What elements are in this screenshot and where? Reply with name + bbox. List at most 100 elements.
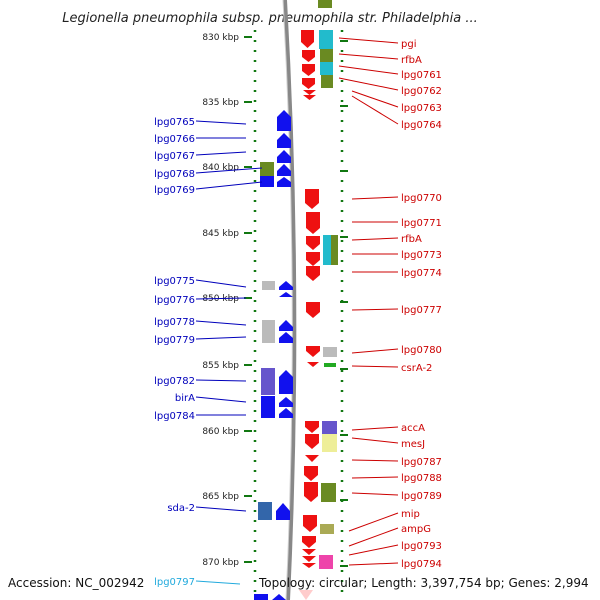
gene-block[interactable]	[320, 49, 333, 62]
gene-block[interactable]	[262, 281, 275, 290]
gene-block[interactable]	[322, 421, 337, 434]
gene-label-lpg0761[interactable]: lpg0761	[401, 70, 442, 81]
gene-label-ampG[interactable]: ampG	[401, 524, 431, 535]
gene-arrow[interactable]	[305, 189, 319, 209]
gene-label-sda-2[interactable]: sda-2	[167, 503, 195, 514]
gene-label-lpg0770[interactable]: lpg0770	[401, 193, 442, 204]
gene-arrow[interactable]	[305, 421, 319, 433]
gene-arrow[interactable]	[279, 292, 293, 297]
gene-block[interactable]	[321, 483, 336, 502]
gene-label-lpg0764[interactable]: lpg0764	[401, 120, 442, 131]
gene-label-lpg0778[interactable]: lpg0778	[154, 317, 195, 328]
gene-arrow[interactable]	[272, 594, 286, 600]
gene-label-lpg0779[interactable]: lpg0779	[154, 335, 195, 346]
gene-block[interactable]	[319, 555, 333, 569]
gene-arrow[interactable]	[303, 95, 316, 100]
gene-label-lpg0797[interactable]: lpg0797	[154, 577, 195, 588]
gene-arrow[interactable]	[304, 466, 318, 481]
gene-arrow[interactable]	[279, 408, 293, 418]
gene-arrow[interactable]	[306, 346, 320, 357]
gene-arrow[interactable]	[302, 549, 316, 555]
gene-label-rfbA[interactable]: rfbA	[401, 234, 422, 245]
gene-label-lpg0777[interactable]: lpg0777	[401, 305, 442, 316]
gene-arrow[interactable]	[303, 515, 317, 532]
gene-block[interactable]	[319, 30, 333, 49]
gene-arrow[interactable]	[302, 78, 315, 89]
gene-label-lpg0787[interactable]: lpg0787	[401, 457, 442, 468]
gene-label-lpg0776[interactable]: lpg0776	[154, 295, 195, 306]
gene-arrow[interactable]	[277, 164, 291, 176]
gene-label-csrA-2[interactable]: csrA-2	[401, 363, 432, 374]
gene-arrow[interactable]	[302, 556, 316, 562]
gene-label-lpg0769[interactable]: lpg0769	[154, 185, 195, 196]
gene-block[interactable]	[254, 594, 268, 600]
gene-arrow[interactable]	[279, 397, 293, 407]
gene-block[interactable]	[322, 434, 337, 452]
gene-block[interactable]	[258, 502, 272, 520]
gene-label-lpg0773[interactable]: lpg0773	[401, 250, 442, 261]
gene-arrow[interactable]	[279, 332, 293, 343]
gene-arrow[interactable]	[302, 50, 315, 62]
gene-arrow[interactable]	[305, 434, 319, 449]
gene-label-lpg0762[interactable]: lpg0762	[401, 86, 442, 97]
gene-arrow[interactable]	[277, 177, 291, 187]
gene-block[interactable]	[262, 320, 275, 343]
gene-arrow[interactable]	[306, 302, 320, 318]
gene-arrow[interactable]	[277, 150, 291, 163]
gene-arrow[interactable]	[306, 252, 320, 266]
scale-tick-label: 830 kbp	[202, 33, 239, 43]
gene-arrow[interactable]	[301, 30, 314, 48]
gene-arrow[interactable]	[299, 590, 313, 600]
gene-label-lpg0766[interactable]: lpg0766	[154, 134, 195, 145]
gene-label-lpg0782[interactable]: lpg0782	[154, 376, 195, 387]
gene-arrow[interactable]	[307, 362, 319, 367]
gene-label-lpg0767[interactable]: lpg0767	[154, 151, 195, 162]
gene-block[interactable]	[318, 0, 332, 8]
gene-label-lpg0784[interactable]: lpg0784	[154, 411, 195, 422]
gene-arrow[interactable]	[303, 90, 316, 95]
gene-block[interactable]	[323, 347, 337, 357]
gene-block[interactable]	[261, 368, 275, 395]
gene-label-lpg0788[interactable]: lpg0788	[401, 473, 442, 484]
gene-arrow[interactable]	[279, 281, 293, 290]
gene-label-lpg0780[interactable]: lpg0780	[401, 345, 442, 356]
gene-label-lpg0763[interactable]: lpg0763	[401, 103, 442, 114]
gene-arrow[interactable]	[302, 563, 316, 568]
gene-label-lpg0793[interactable]: lpg0793	[401, 541, 442, 552]
gene-block[interactable]	[321, 75, 333, 88]
gene-arrow[interactable]	[305, 455, 319, 462]
gene-label-lpg0789[interactable]: lpg0789	[401, 491, 442, 502]
gene-arrow[interactable]	[304, 482, 318, 502]
gene-block[interactable]	[260, 162, 274, 176]
gene-arrow[interactable]	[279, 320, 293, 331]
gene-block[interactable]	[260, 176, 274, 187]
gene-label-lpg0794[interactable]: lpg0794	[401, 559, 442, 570]
gene-block[interactable]	[261, 396, 275, 418]
gene-arrow[interactable]	[279, 370, 293, 394]
gene-block[interactable]	[324, 363, 336, 367]
gene-label-lpg0765[interactable]: lpg0765	[154, 117, 195, 128]
gene-label-lpg0774[interactable]: lpg0774	[401, 268, 442, 279]
gene-label-pgi[interactable]: pgi	[401, 39, 416, 50]
gene-arrow[interactable]	[302, 64, 315, 76]
gene-arrow[interactable]	[302, 536, 316, 548]
gene-label-mesJ[interactable]: mesJ	[401, 439, 425, 450]
gene-label-accA[interactable]: accA	[401, 423, 425, 434]
gene-label-lpg0768[interactable]: lpg0768	[154, 169, 195, 180]
gene-arrow[interactable]	[306, 212, 320, 234]
gene-arrow[interactable]	[306, 236, 320, 250]
gene-arrow[interactable]	[277, 110, 291, 131]
gene-block[interactable]	[331, 235, 338, 265]
gene-label-rfbA[interactable]: rfbA	[401, 55, 422, 66]
gene-label-mip[interactable]: mip	[401, 509, 420, 520]
gene-label-birA[interactable]: birA	[175, 393, 195, 404]
gene-block[interactable]	[323, 235, 331, 265]
gene-block[interactable]	[320, 62, 333, 75]
gene-arrow[interactable]	[277, 133, 291, 148]
gene-label-lpg0771[interactable]: lpg0771	[401, 218, 442, 229]
gene-arrow[interactable]	[276, 503, 290, 520]
gene-arrow[interactable]	[306, 266, 320, 281]
gene-block[interactable]	[320, 524, 334, 534]
reverse-strand-genes	[254, 110, 293, 600]
gene-label-lpg0775[interactable]: lpg0775	[154, 276, 195, 287]
